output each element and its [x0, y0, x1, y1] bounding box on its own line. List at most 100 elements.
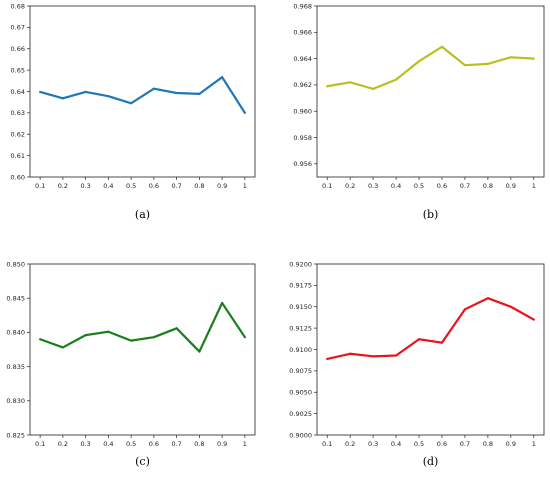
plot-frame: [316, 5, 545, 178]
data-point: [463, 64, 467, 67]
subfigure-caption: (c): [135, 455, 150, 468]
data-point: [372, 355, 375, 358]
data-point: [372, 87, 375, 90]
y-tick-label: 0.830: [6, 397, 25, 405]
x-tick-label: 0.1: [35, 182, 45, 190]
chart-panel: 0.1 0.2 0.3 0.4 0.5 0.6 0.7 0.8 0.9 1 0.825 0.830 0.…: [6, 260, 256, 468]
x-tick-label: 0.4: [391, 182, 401, 190]
x-tick-label: 0.8: [194, 182, 204, 190]
x-tick-label: 0.4: [391, 440, 401, 448]
x-tick-label: 1: [243, 440, 247, 448]
data-point: [130, 102, 133, 105]
x-tick-label: 0.7: [171, 440, 181, 448]
data-point: [61, 97, 64, 100]
data-point: [532, 318, 535, 321]
y-tick-label: 0.835: [6, 363, 25, 371]
data-point: [39, 90, 42, 94]
x-tick-label: 0.3: [80, 440, 90, 448]
subfigure-caption: (b): [423, 208, 439, 221]
y-tick-label: 0.64: [11, 88, 25, 96]
data-point: [152, 87, 155, 90]
data-point: [198, 92, 201, 95]
x-tick-label: 0.9: [217, 440, 227, 448]
y-tick-label: 0.68: [11, 2, 25, 10]
data-point: [152, 336, 155, 339]
y-tick-label: 0.9175: [289, 282, 312, 290]
y-tick-label: 0.962: [293, 81, 312, 89]
y-tick-label: 0.9100: [289, 346, 312, 354]
series-line: [39, 301, 246, 353]
x-tick-label: 0.7: [171, 182, 181, 190]
y-tick-label: 0.840: [6, 329, 25, 337]
x-tick-label: 0.5: [414, 182, 424, 190]
data-point: [532, 57, 535, 60]
data-point: [486, 297, 489, 300]
y-tick-label: 0.9150: [289, 303, 312, 311]
data-point: [130, 339, 133, 342]
y-tick-label: 0.65: [11, 66, 25, 74]
y-tick-label: 0.67: [11, 24, 25, 32]
data-point: [417, 60, 421, 63]
data-point: [175, 91, 178, 95]
x-tick-label: 1: [243, 182, 247, 190]
y-tick-label: 0.9075: [289, 367, 312, 375]
y-tick-label: 0.9200: [289, 260, 312, 268]
data-point: [349, 352, 352, 355]
y-tick-label: 0.9125: [289, 324, 312, 332]
x-tick-label: 0.2: [58, 440, 68, 448]
y-tick-label: 0.825: [6, 431, 25, 439]
chart-panel: 0.1 0.2 0.3 0.4 0.5 0.6 0.7 0.8 0.9 1 0.60 0.61 0.62…: [11, 2, 256, 221]
data-point: [417, 338, 421, 341]
data-point: [61, 346, 64, 349]
y-tick-label: 0.63: [11, 109, 25, 117]
x-tick-label: 0.6: [437, 440, 447, 448]
y-tick-label: 0.9025: [289, 410, 312, 418]
x-tick-label: 0.3: [368, 182, 378, 190]
data-point: [440, 341, 444, 344]
data-point: [243, 111, 246, 114]
data-point: [175, 327, 178, 330]
x-tick-label: 0.1: [35, 440, 45, 448]
y-tick-label: 0.60: [11, 173, 25, 181]
x-tick-label: 1: [532, 440, 536, 448]
x-tick-label: 0.4: [103, 182, 113, 190]
series-line: [327, 45, 534, 90]
x-tick-label: 1: [532, 182, 536, 190]
data-point: [107, 330, 110, 333]
y-tick-label: 0.964: [293, 55, 312, 63]
plot-frame: [29, 263, 256, 436]
data-point: [440, 45, 444, 48]
x-tick-label: 0.7: [460, 440, 470, 448]
y-tick-label: 0.66: [11, 45, 25, 53]
data-point: [326, 357, 329, 361]
x-tick-label: 0.8: [483, 182, 493, 190]
data-point: [84, 334, 87, 337]
data-point: [394, 78, 398, 81]
x-tick-label: 0.5: [414, 440, 424, 448]
x-tick-label: 0.1: [322, 182, 332, 190]
data-point: [394, 354, 398, 357]
data-point: [107, 95, 110, 98]
y-tick-label: 0.845: [6, 295, 25, 303]
data-point: [463, 308, 467, 311]
x-tick-label: 0.7: [460, 182, 470, 190]
data-point: [509, 56, 512, 59]
plot-frame: [29, 5, 256, 178]
x-tick-label: 0.8: [483, 440, 493, 448]
x-tick-label: 0.2: [58, 182, 68, 190]
x-tick-label: 0.9: [506, 182, 516, 190]
data-point: [198, 350, 201, 353]
chart-panel: 0.1 0.2 0.3 0.4 0.5 0.6 0.7 0.8 0.9 1 0.9000 0.9025…: [289, 260, 545, 468]
series-line: [326, 297, 535, 360]
y-tick-label: 0.958: [293, 134, 312, 142]
x-tick-label: 0.8: [194, 440, 204, 448]
subfigure-caption: (d): [423, 455, 439, 468]
x-tick-label: 0.9: [217, 182, 227, 190]
x-tick-label: 0.3: [80, 182, 90, 190]
y-tick-label: 0.9000: [289, 431, 312, 439]
y-tick-label: 0.968: [293, 2, 312, 10]
data-point: [243, 336, 246, 339]
data-point: [221, 301, 224, 305]
x-tick-label: 0.2: [345, 440, 355, 448]
x-tick-label: 0.6: [149, 182, 159, 190]
